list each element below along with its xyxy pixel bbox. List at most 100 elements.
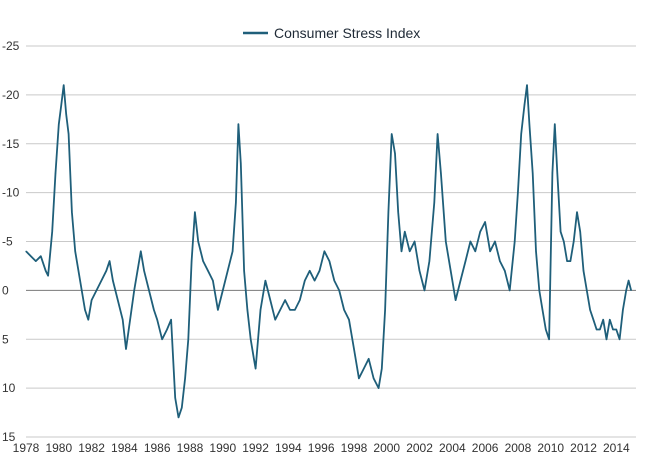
data-point (47, 275, 49, 277)
data-point (235, 201, 237, 203)
data-point (289, 309, 291, 311)
x-tick-label: 2010 (537, 441, 564, 455)
data-point (548, 338, 550, 340)
data-point (112, 280, 114, 282)
data-point (556, 172, 558, 174)
data-point (440, 172, 442, 174)
data-point (177, 416, 180, 418)
data-point (474, 250, 476, 252)
series-line-consumer-stress-index (25, 84, 632, 419)
data-point (246, 309, 248, 311)
data-point (609, 319, 611, 321)
data-point (133, 289, 135, 291)
data-point (566, 260, 568, 262)
data-point (63, 84, 65, 86)
x-tick-label: 1994 (275, 441, 302, 455)
data-point (109, 260, 111, 262)
data-point (599, 328, 601, 331)
data-point (381, 368, 383, 370)
data-point (253, 358, 255, 360)
data-point (87, 319, 89, 321)
data-point (373, 377, 375, 379)
data-point (589, 309, 591, 311)
x-tick-label: 2006 (472, 441, 499, 455)
gridlines (26, 45, 636, 438)
data-point (30, 255, 32, 257)
x-tick-label: 2014 (603, 441, 630, 455)
data-point (602, 319, 604, 321)
data-point (304, 280, 306, 282)
data-point (58, 123, 60, 125)
x-tick-label: 1988 (177, 441, 204, 455)
data-point (520, 133, 522, 135)
data-point (363, 368, 365, 370)
data-point (25, 250, 27, 252)
y-tick-label: -15 (2, 137, 20, 151)
data-point (140, 250, 142, 252)
data-point (314, 280, 316, 282)
data-point (166, 328, 168, 331)
data-point (619, 338, 621, 340)
data-point (84, 309, 86, 311)
y-tick-label: -20 (2, 88, 20, 102)
data-point (509, 289, 511, 291)
data-point (455, 299, 457, 301)
x-tick-label: 1992 (242, 441, 269, 455)
data-point (479, 231, 481, 233)
data-point (535, 250, 537, 252)
data-point (136, 270, 139, 272)
data-point (153, 309, 155, 311)
data-point (586, 289, 588, 291)
x-tick-label: 2004 (439, 441, 466, 455)
data-point (414, 240, 416, 243)
data-point (579, 231, 581, 233)
x-tick-label: 1986 (144, 441, 171, 455)
data-point (207, 270, 209, 272)
data-point (348, 319, 350, 321)
data-point (143, 270, 145, 272)
data-point (129, 319, 131, 321)
data-point (596, 328, 598, 331)
data-point (191, 260, 193, 262)
data-point (464, 260, 467, 262)
x-tick-label: 1990 (209, 441, 236, 455)
data-point (243, 270, 245, 272)
data-point (605, 338, 608, 340)
data-point (387, 211, 389, 213)
data-point (156, 319, 158, 321)
data-point (592, 319, 595, 321)
y-tick-label: 10 (2, 381, 16, 395)
data-point (338, 289, 340, 291)
y-axis-tick-labels: -25 -20 -15 -10 -5 0 5 10 15 (2, 39, 20, 444)
data-point (284, 299, 286, 301)
data-point (35, 260, 37, 262)
x-tick-label: 1998 (341, 441, 368, 455)
x-tick-label: 2000 (373, 441, 400, 455)
y-tick-label: -25 (2, 39, 20, 53)
data-point (384, 309, 386, 311)
data-point (433, 201, 435, 203)
data-point (323, 250, 325, 252)
x-tick-label: 1982 (78, 441, 105, 455)
data-point (187, 338, 189, 340)
data-point (51, 231, 53, 233)
data-point (240, 162, 242, 164)
data-point (563, 240, 565, 243)
data-point (100, 280, 102, 282)
data-point (65, 113, 67, 115)
data-point (237, 123, 239, 125)
x-tick-label: 1980 (45, 441, 72, 455)
data-point (71, 211, 73, 213)
data-point (40, 255, 42, 257)
data-point (60, 104, 62, 106)
data-point (125, 348, 127, 350)
data-point (504, 270, 506, 272)
data-point (541, 309, 544, 311)
x-tick-label: 2008 (505, 441, 532, 455)
data-point (469, 240, 471, 243)
data-point (517, 192, 519, 194)
data-point (45, 270, 47, 272)
data-point (538, 289, 540, 291)
data-point (615, 328, 617, 331)
data-point (197, 240, 199, 243)
